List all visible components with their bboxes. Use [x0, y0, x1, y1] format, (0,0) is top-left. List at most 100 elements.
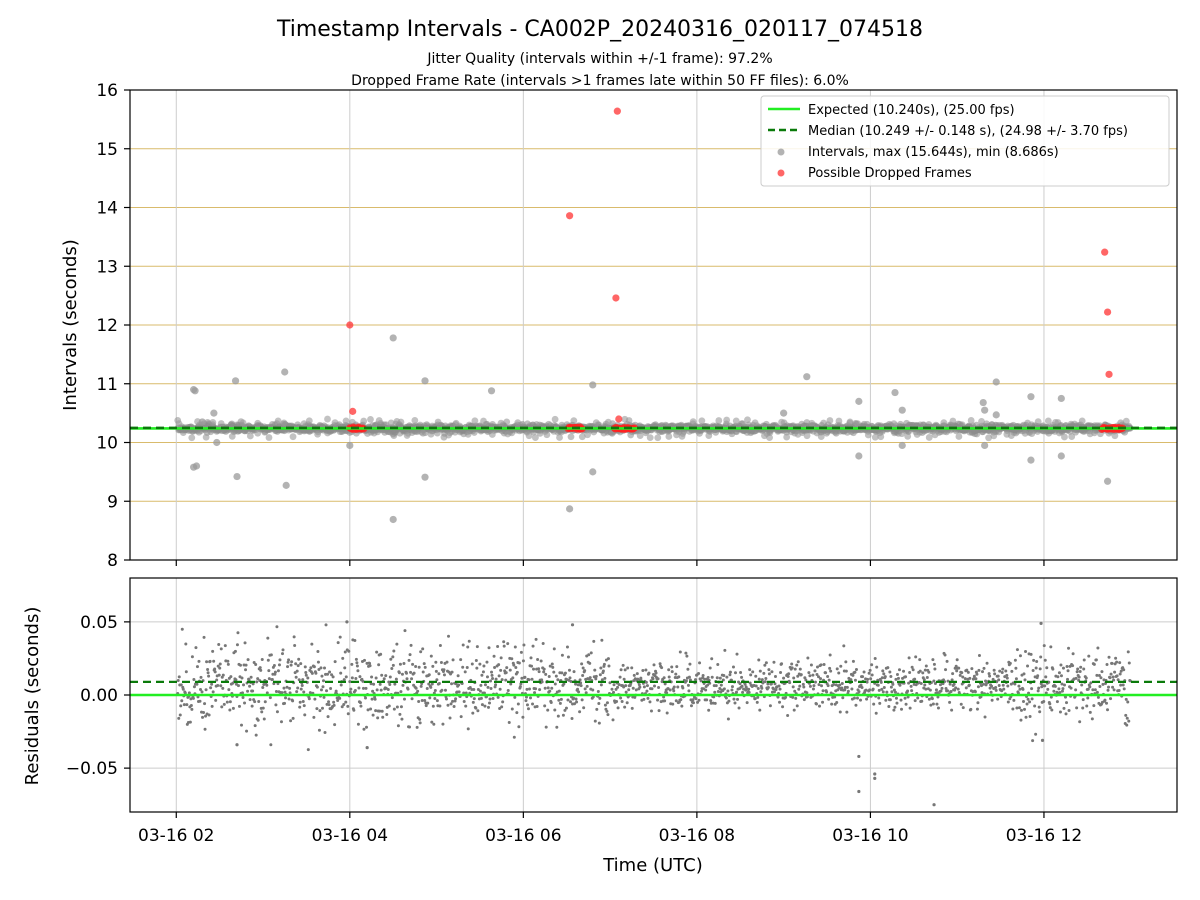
residual-point: [861, 675, 865, 679]
residual-point: [406, 687, 410, 691]
residual-point: [1019, 708, 1023, 712]
residual-point: [726, 689, 730, 693]
residual-point: [1053, 684, 1057, 688]
residual-point: [675, 665, 679, 669]
residual-point: [189, 697, 193, 701]
residual-point: [641, 669, 645, 673]
interval-point: [803, 432, 811, 440]
residual-point: [269, 653, 273, 657]
residual-point: [373, 697, 377, 701]
residual-point: [552, 670, 556, 674]
residual-point: [966, 670, 970, 674]
residual-point: [476, 687, 480, 691]
residual-point: [240, 676, 244, 680]
residual-point: [295, 669, 299, 673]
residual-point: [386, 687, 390, 691]
residual-point: [802, 685, 806, 689]
residual-point: [758, 669, 762, 673]
residual-point: [354, 676, 358, 680]
residual-point: [575, 700, 579, 704]
residual-point: [687, 689, 691, 693]
residual-point: [525, 687, 529, 691]
residual-point: [864, 688, 868, 692]
residual-point: [256, 677, 260, 681]
residual-point: [958, 673, 962, 677]
residual-point: [304, 671, 308, 675]
residual-point: [281, 648, 285, 652]
residual-point: [567, 668, 571, 672]
residual-point: [605, 701, 609, 705]
residual-point: [909, 684, 913, 688]
interval-outlier-point: [282, 481, 290, 489]
residual-point: [339, 683, 343, 687]
interval-point: [864, 431, 872, 439]
residual-point: [317, 668, 321, 672]
residual-point: [594, 674, 598, 678]
residual-point: [716, 689, 720, 693]
residual-point: [516, 702, 520, 706]
residual-point: [1080, 683, 1084, 687]
residual-point: [657, 709, 661, 713]
residual-point: [270, 677, 274, 681]
residual-point: [878, 701, 882, 705]
residual-point: [377, 663, 381, 667]
residual-point: [721, 678, 725, 682]
residual-point: [854, 703, 858, 707]
residual-point: [792, 708, 796, 712]
residual-point: [644, 680, 648, 684]
residual-point: [374, 709, 378, 713]
residual-point: [190, 707, 194, 711]
residual-point: [838, 683, 842, 687]
residual-point: [577, 690, 581, 694]
residual-point: [485, 660, 489, 664]
residual-point: [515, 711, 519, 715]
residual-point: [928, 688, 932, 692]
y-tick-label: 15: [96, 140, 118, 160]
residual-point: [467, 639, 471, 643]
residual-point: [808, 684, 812, 688]
residual-point: [243, 641, 247, 645]
residual-point: [944, 687, 948, 691]
residual-point: [645, 689, 649, 693]
residual-point: [504, 671, 508, 675]
residual-point: [412, 671, 416, 675]
residual-point: [431, 664, 435, 668]
residual-point: [884, 698, 888, 702]
residual-point: [899, 698, 903, 702]
residual-point: [249, 675, 253, 679]
residual-point: [607, 664, 611, 668]
residual-point: [461, 643, 465, 647]
residual-point: [518, 685, 522, 689]
interval-outlier-point: [1027, 456, 1035, 464]
residual-point: [1045, 666, 1049, 670]
residual-point: [767, 672, 771, 676]
residual-point: [1110, 661, 1114, 665]
residual-point: [189, 704, 193, 708]
residual-outlier-point: [857, 789, 861, 794]
residual-point: [1008, 661, 1012, 665]
residual-point: [375, 688, 379, 692]
residual-point: [506, 688, 510, 692]
residual-point: [486, 685, 490, 689]
residual-point: [352, 708, 356, 712]
residual-point: [621, 663, 625, 667]
residual-point: [417, 699, 421, 703]
residual-point: [1043, 658, 1047, 662]
residual-point: [581, 666, 585, 670]
residual-point: [815, 665, 819, 669]
residual-point: [488, 701, 492, 705]
residual-point: [1088, 685, 1092, 689]
residual-point: [1105, 701, 1109, 705]
residual-point: [213, 670, 217, 674]
residual-point: [267, 677, 271, 681]
x-tick-label: 03-16 10: [832, 826, 908, 846]
residual-point: [880, 687, 884, 691]
residual-point: [1031, 739, 1035, 743]
residual-point: [674, 672, 678, 676]
interval-point: [871, 433, 879, 441]
residual-point: [859, 698, 863, 702]
residual-point: [1019, 718, 1023, 722]
residual-point: [321, 679, 325, 683]
residual-point: [932, 662, 936, 666]
residual-point: [500, 705, 504, 709]
